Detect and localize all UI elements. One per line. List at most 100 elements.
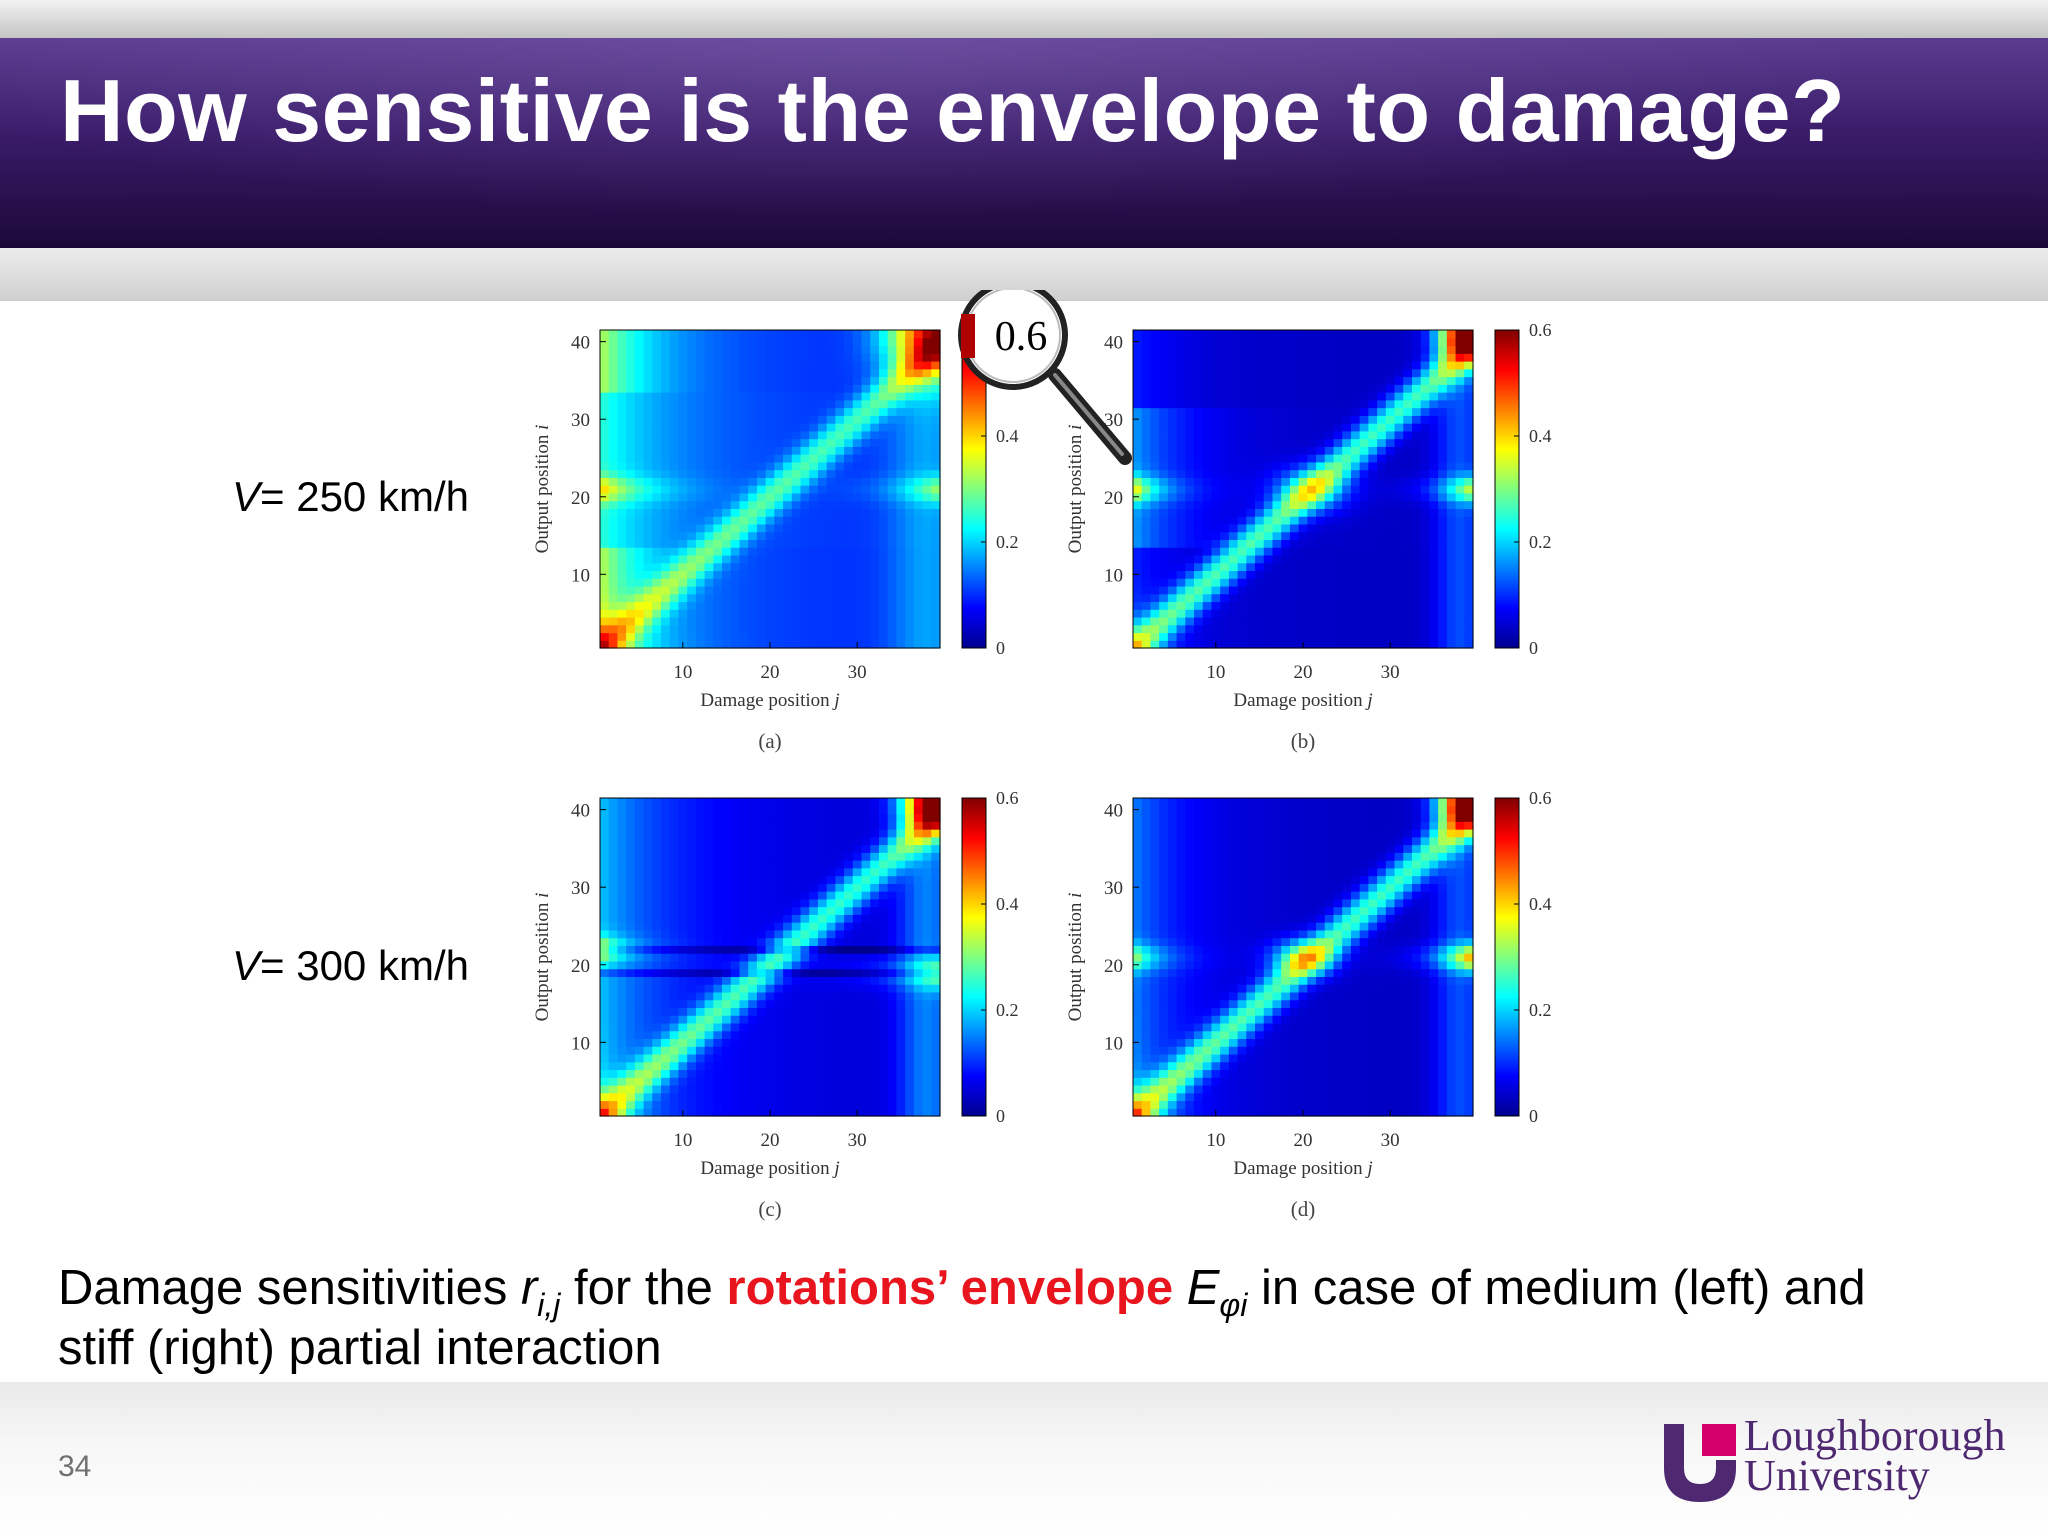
heatmap-cell bbox=[765, 829, 775, 838]
heatmap-cell bbox=[809, 906, 819, 915]
heatmap-cell bbox=[722, 353, 732, 362]
heatmap-cell bbox=[617, 531, 627, 541]
heatmap-cell bbox=[756, 984, 767, 993]
heatmap-cell bbox=[1429, 407, 1439, 416]
heatmap-cell bbox=[722, 844, 732, 853]
heatmap-cell bbox=[1150, 1069, 1160, 1078]
heatmap-cell bbox=[1316, 508, 1326, 517]
heatmap-cell bbox=[905, 407, 915, 416]
heatmap-cell bbox=[870, 875, 880, 884]
heatmap-cell bbox=[1307, 415, 1317, 424]
heatmap-cell bbox=[800, 368, 810, 378]
heatmap-cell bbox=[617, 593, 627, 603]
heatmap-cell bbox=[678, 477, 688, 486]
heatmap-cell bbox=[1220, 399, 1230, 409]
heatmap-cell bbox=[861, 991, 871, 1001]
heatmap-cell bbox=[931, 547, 941, 556]
heatmap-cell bbox=[1429, 570, 1439, 579]
heatmap-cell bbox=[887, 929, 898, 939]
heatmap-cell bbox=[704, 469, 714, 478]
heatmap-cell bbox=[931, 353, 941, 362]
heatmap-cell bbox=[905, 368, 915, 378]
heatmap-cell bbox=[748, 531, 758, 541]
heatmap-cell bbox=[765, 844, 775, 853]
heatmap-cell bbox=[617, 999, 627, 1009]
heatmap-cell bbox=[765, 898, 775, 908]
heatmap-cell bbox=[1307, 570, 1317, 579]
heatmap-cell bbox=[756, 477, 767, 486]
heatmap-cell bbox=[826, 1053, 836, 1063]
heatmap-cell bbox=[687, 508, 697, 517]
heatmap-cell bbox=[669, 539, 680, 548]
heatmap-cell bbox=[695, 1046, 706, 1055]
heatmap-cell bbox=[695, 968, 706, 977]
heatmap-cell bbox=[1150, 570, 1160, 579]
heatmap-cell bbox=[1272, 492, 1282, 502]
heatmap-cell bbox=[791, 376, 802, 385]
heatmap-cell bbox=[1202, 554, 1213, 564]
heatmap-cell bbox=[765, 492, 775, 502]
heatmap-cell bbox=[626, 423, 636, 432]
heatmap-cell bbox=[1368, 345, 1378, 354]
heatmap-cell bbox=[661, 578, 671, 587]
heatmap-cell bbox=[1342, 345, 1352, 354]
heatmap-cell bbox=[1324, 345, 1335, 354]
heatmap-cell bbox=[913, 984, 924, 993]
heatmap-cell bbox=[800, 991, 810, 1001]
heatmap-cell bbox=[1307, 640, 1317, 649]
heatmap-cell bbox=[931, 415, 941, 424]
heatmap-cell bbox=[608, 914, 619, 923]
heatmap-cell bbox=[878, 960, 889, 970]
heatmap-cell bbox=[739, 423, 749, 432]
heatmap-cell bbox=[1429, 438, 1439, 447]
heatmap-cell bbox=[1255, 640, 1265, 649]
heatmap-cell bbox=[1228, 616, 1239, 626]
heatmap-cell bbox=[861, 430, 871, 440]
heatmap-cell bbox=[809, 446, 819, 455]
heatmap-cell bbox=[878, 953, 889, 962]
heatmap-cell bbox=[1403, 554, 1413, 564]
heatmap-cell bbox=[896, 337, 906, 347]
heatmap-cell bbox=[878, 1038, 889, 1047]
heatmap-cell bbox=[861, 805, 871, 815]
heatmap-cell bbox=[626, 554, 636, 564]
heatmap-cell bbox=[861, 632, 871, 641]
heatmap-cell bbox=[800, 929, 810, 939]
heatmap-cell bbox=[765, 337, 775, 347]
heatmap-cell bbox=[678, 446, 688, 455]
heatmap-cell bbox=[1403, 376, 1413, 385]
heatmap-cell bbox=[1141, 407, 1152, 416]
heatmap-cell bbox=[1263, 415, 1274, 424]
heatmap-cell bbox=[1133, 632, 1143, 641]
heatmap-cell bbox=[791, 1069, 802, 1078]
heatmap-cell bbox=[913, 539, 924, 548]
heatmap-cell bbox=[1342, 477, 1352, 486]
heatmap-cell bbox=[739, 446, 749, 455]
heatmap-cell bbox=[722, 805, 732, 815]
heatmap-cell bbox=[791, 937, 802, 946]
heatmap-cell bbox=[1455, 609, 1465, 618]
heatmap-cell bbox=[748, 508, 758, 517]
heatmap-cell bbox=[861, 852, 871, 861]
heatmap-cell bbox=[1464, 632, 1474, 641]
heatmap-cell bbox=[774, 438, 784, 447]
heatmap-cell bbox=[695, 891, 706, 900]
heatmap-cell bbox=[835, 999, 845, 1009]
heatmap-cell bbox=[1176, 485, 1186, 494]
heatmap-cell bbox=[1202, 616, 1213, 626]
heatmap-cell bbox=[1133, 1030, 1143, 1040]
heatmap-cell bbox=[608, 1108, 619, 1117]
heatmap-cell bbox=[634, 1030, 645, 1040]
heatmap-cell bbox=[722, 423, 732, 432]
heatmap-cell bbox=[905, 991, 915, 1001]
heatmap-cell bbox=[1167, 578, 1178, 587]
heatmap-cell bbox=[878, 430, 889, 440]
heatmap-cell bbox=[1420, 554, 1431, 564]
heatmap-cell bbox=[826, 554, 836, 564]
heatmap-cell bbox=[809, 477, 819, 486]
heatmap-cell bbox=[887, 906, 898, 915]
heatmap-cell bbox=[1368, 438, 1378, 447]
heatmap-cell bbox=[817, 805, 828, 815]
heatmap-cell bbox=[713, 991, 723, 1001]
heatmap-cell bbox=[913, 875, 924, 884]
